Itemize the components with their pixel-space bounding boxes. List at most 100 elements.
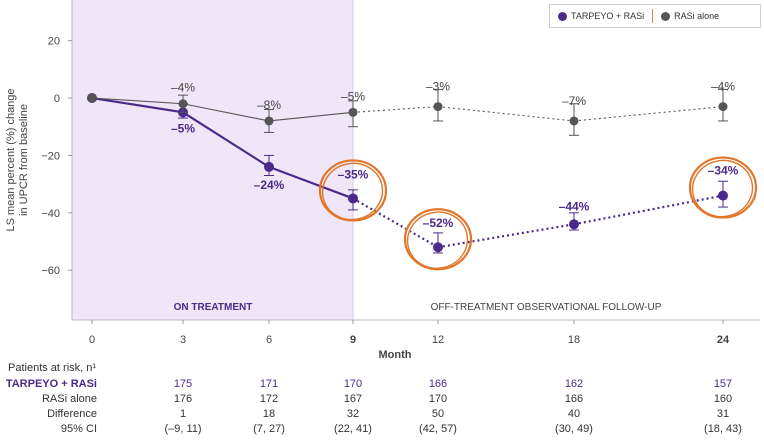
risk-table-cell: 1 <box>179 408 187 420</box>
y-axis-title-line1: LS mean percent (%) change <box>5 88 17 231</box>
x-tick-label: 18 <box>568 334 580 346</box>
risk-table-cell: 50 <box>431 408 445 420</box>
x-tick-label: 3 <box>180 334 186 346</box>
series-line-segment <box>437 106 575 122</box>
series-line-segment <box>182 103 270 122</box>
data-point <box>348 107 358 117</box>
y-axis-title: LS mean percent (%) changein UPCR from b… <box>5 88 30 231</box>
data-label-rasi: –7% <box>562 94 586 108</box>
y-tick-label: 20 <box>48 36 60 48</box>
risk-table: Patients at risk, n¹ TARPEYO + RASi 175 17… <box>0 362 764 440</box>
data-label-tarpeyo: –24% <box>254 178 285 192</box>
risk-table-cell: (42, 57) <box>419 423 457 435</box>
data-label-rasi: –3% <box>426 80 450 94</box>
risk-table-cell: 162 <box>564 378 584 390</box>
risk-table-cell: 175 <box>173 378 193 390</box>
risk-table-row: RASi alone 176 172 167 170 166 160 <box>0 393 764 408</box>
data-label-tarpeyo: –35% <box>338 167 369 181</box>
series-line-segment <box>352 106 439 113</box>
highlight-ring <box>318 159 388 222</box>
series-line-segment <box>182 111 270 168</box>
data-point <box>718 102 728 112</box>
series-line-segment <box>91 96 184 114</box>
region-label-on-treatment: ON TREATMENT <box>174 302 253 313</box>
x-tick-label: 24 <box>717 334 730 346</box>
data-point <box>433 242 443 253</box>
risk-table-cell: 32 <box>346 408 360 420</box>
legend: TARPEYO + RASi RASi alone <box>549 4 761 28</box>
risk-table-cell: 166 <box>428 378 448 390</box>
data-point <box>264 116 274 126</box>
data-point <box>569 219 579 230</box>
series-line-segment <box>573 194 724 226</box>
risk-table-cell: 157 <box>713 378 733 390</box>
y-tick-label: 0 <box>54 93 60 105</box>
risk-table-cell: 31 <box>716 408 730 420</box>
risk-table-cell: 176 <box>173 393 193 405</box>
risk-table-cell: (18, 43) <box>704 423 742 435</box>
series-line-segment <box>573 106 724 122</box>
series-line-segment <box>437 223 575 249</box>
series-rasi <box>87 88 728 136</box>
legend-item-rasi: RASi alone <box>653 11 727 21</box>
legend-marker-rasi <box>661 11 671 21</box>
risk-table-header: Patients at risk, n¹ <box>8 362 97 374</box>
data-point <box>264 161 274 172</box>
risk-table-row-label: TARPEYO + RASi <box>5 378 97 390</box>
x-axis-title: Month <box>379 349 412 361</box>
risk-table-cell: (30, 49) <box>555 423 593 435</box>
data-label-rasi: –4% <box>171 81 195 95</box>
on-treatment-region <box>72 0 353 320</box>
risk-table-cell: (7, 27) <box>253 423 285 435</box>
data-point <box>569 116 579 126</box>
highlight-ring-inner <box>691 159 754 218</box>
data-label-rasi: –4% <box>711 80 735 94</box>
y-tick-label: −20 <box>41 150 60 162</box>
risk-table-row: TARPEYO + RASi 175 171 170 166 162 157 <box>0 378 764 393</box>
risk-table-row-label: Difference <box>47 408 97 420</box>
highlight-ring <box>688 156 758 219</box>
risk-table-cell: 167 <box>343 393 363 405</box>
highlight-ring-outer <box>318 159 388 222</box>
legend-item-tarpeyo: TARPEYO + RASi <box>550 11 652 21</box>
data-label-tarpeyo: –44% <box>559 199 590 213</box>
data-label-tarpeyo: –52% <box>423 216 454 230</box>
y-tick-label: −40 <box>41 208 60 220</box>
risk-table-cell: 170 <box>428 393 448 405</box>
risk-table-cell: 170 <box>343 378 363 390</box>
risk-table-row: 95% CI (–9, 11) (7, 27) (22, 41) (42, 57) (30… <box>0 423 764 438</box>
data-label-rasi: –8% <box>257 98 281 112</box>
risk-table-cell: 172 <box>259 393 279 405</box>
risk-table-header-row: Patients at risk, n¹ <box>0 362 764 377</box>
y-axis-title-line2: in UPCR from baseline <box>18 104 30 216</box>
highlight-ring-inner <box>406 211 469 269</box>
chart: 20 0 −20 −40 −60 0 3 6 9 12 18 24 Month LS mean perce… <box>5 0 760 361</box>
risk-table-cell: 160 <box>713 393 733 405</box>
risk-table-cell: 40 <box>567 408 581 420</box>
data-label-rasi: –5% <box>341 89 365 103</box>
highlight-ring <box>403 208 473 271</box>
legend-label-tarpeyo: TARPEYO + RASi <box>571 11 645 21</box>
x-tick-label: 6 <box>266 334 272 346</box>
data-point <box>348 193 358 204</box>
series-line-segment <box>268 165 354 200</box>
risk-table-row-label: 95% CI <box>60 423 97 435</box>
legend-marker-tarpeyo <box>558 11 567 21</box>
x-tick-label: 12 <box>432 334 444 346</box>
risk-table-cell: 166 <box>564 393 584 405</box>
series-line-segment <box>268 111 354 122</box>
legend-label-rasi: RASi alone <box>674 11 720 21</box>
x-tick-label: 0 <box>89 334 95 346</box>
legend-divider <box>652 9 654 23</box>
risk-table-cell: 18 <box>262 408 276 420</box>
highlight-ring-inner <box>321 162 384 221</box>
data-label-tarpeyo: –5% <box>171 121 195 135</box>
series-line-segment <box>91 97 184 105</box>
risk-table-row-label: RASi alone <box>41 393 97 405</box>
risk-table-cell: 171 <box>259 378 279 390</box>
data-point <box>433 102 443 112</box>
x-tick-label: 9 <box>350 334 356 346</box>
region-label-follow-up: OFF-TREATMENT OBSERVATIONAL FOLLOW-UP <box>431 302 662 313</box>
highlight-ring-outer <box>688 156 758 219</box>
data-label-tarpeyo: –34% <box>708 164 739 178</box>
